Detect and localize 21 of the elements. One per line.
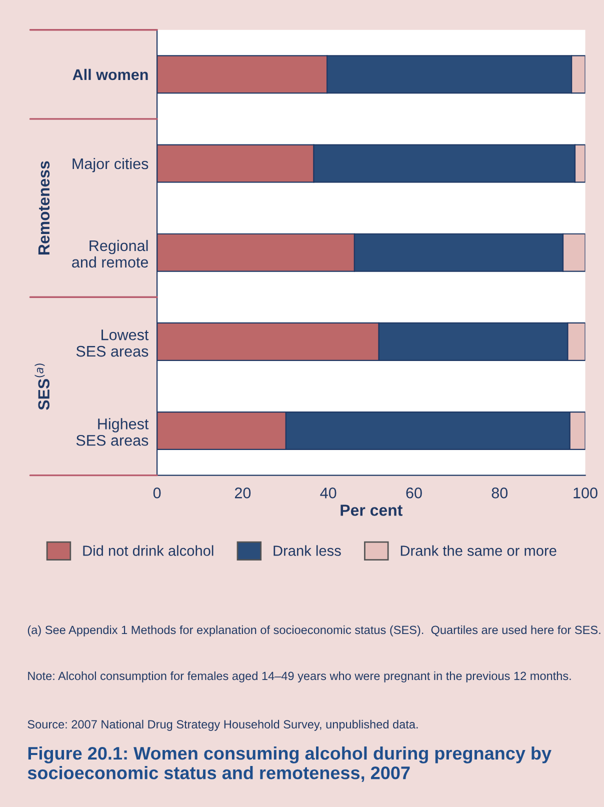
text: Remoteness [38,161,50,254]
text: SES$^{(a)}$ [34,364,50,410]
text: (a) See Appendix 1 Methods for explanation of socioeconomic status (SES). Quartiles are used here for SES. [28,625,600,636]
legend-label: Drank less [274,545,341,556]
text: Note: Alcohol consumption for females aged 14–49 years who were pregnant in the previous 12 months. [28,671,571,682]
legend-label: Did not drink alcohol [83,545,214,556]
x-tick-label: 100 [574,488,598,498]
y-tick-label: Lowest SES areas [76,330,149,357]
x-axis-title: Per cent [340,504,402,516]
y-tick-label: All women [72,68,148,80]
text: Figure 20.1: Women consuming alcohol during pregnancy by socioeconomic status and remoteness, 2007 [28,746,552,782]
y-tick-label: Major cities [72,158,148,172]
legend-label: Drank the same or more [400,545,556,556]
x-tick-label: 60 [406,488,422,498]
source-note: Source: 2007 National Drug Strategy Household Survey, unpublished data. [28,720,418,731]
x-tick-label: 80 [492,488,508,498]
x-tick-label: 40 [320,488,336,498]
y-tick-label: Highest SES areas [76,418,149,446]
x-tick-label: 0 [153,488,161,498]
x-tick-label: 20 [234,488,251,498]
y-tick-label: Regional and remote [72,240,148,268]
